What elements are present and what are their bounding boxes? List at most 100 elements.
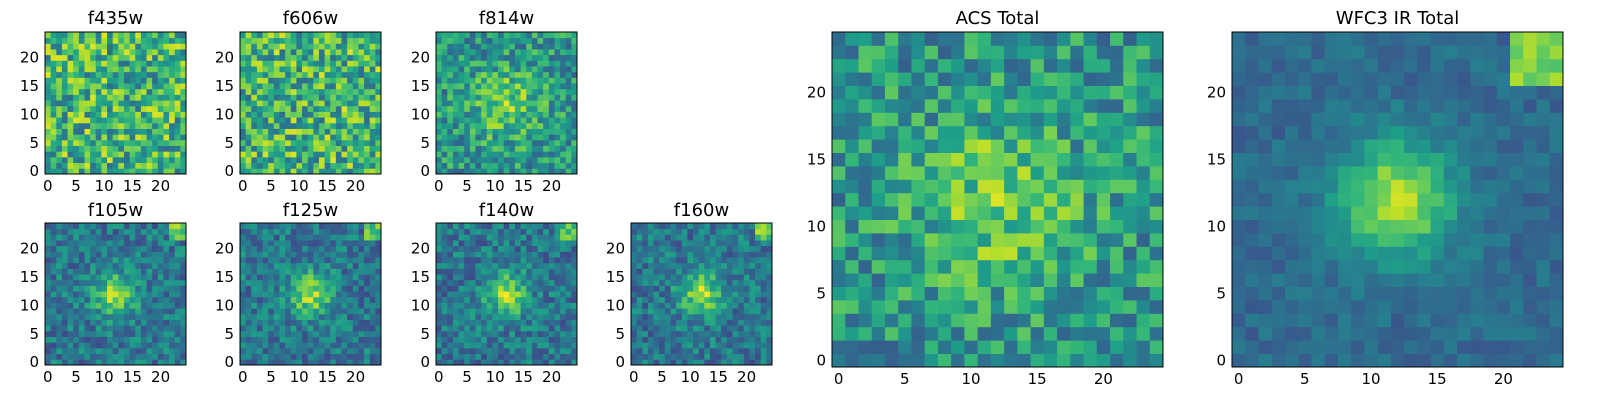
- heatmap-cell: [498, 302, 505, 309]
- heatmap-cell: [693, 319, 700, 326]
- heatmap-cell: [84, 234, 91, 241]
- heatmap-cell: [475, 77, 482, 84]
- heatmap-cell: [90, 145, 97, 152]
- heatmap-cell: [537, 71, 544, 78]
- heatmap-cell: [273, 43, 280, 50]
- heatmap-cell: [554, 302, 561, 309]
- heatmap-cell: [118, 342, 125, 349]
- heatmap-cell: [61, 32, 68, 39]
- heatmap-cell: [163, 43, 170, 50]
- heatmap-cell: [240, 291, 247, 298]
- heatmap-cell: [571, 77, 578, 84]
- heatmap-cell: [537, 117, 544, 124]
- heatmap-cell: [543, 251, 550, 258]
- heatmap-cell: [492, 302, 499, 309]
- heatmap-cell: [520, 145, 527, 152]
- heatmap-cell: [436, 330, 443, 337]
- heatmap-cell: [45, 296, 52, 303]
- heatmap-cell: [951, 152, 965, 167]
- heatmap-cell: [302, 313, 309, 320]
- heatmap-cell: [245, 296, 252, 303]
- heatmap-cell: [78, 105, 85, 112]
- heatmap-cell: [704, 330, 711, 337]
- heatmap-cell: [313, 43, 320, 50]
- heatmap-cell: [330, 313, 337, 320]
- heatmap-cell: [884, 139, 899, 153]
- heatmap-cell: [458, 122, 465, 129]
- heatmap-cell: [670, 347, 677, 355]
- heatmap-cell: [647, 279, 654, 286]
- heatmap-cell: [475, 128, 482, 135]
- heatmap-cell: [318, 60, 325, 67]
- heatmap-cell: [157, 156, 164, 164]
- heatmap-cell: [318, 296, 325, 303]
- heatmap-cell: [347, 285, 354, 292]
- heatmap-cell: [469, 353, 476, 360]
- heatmap-cell: [347, 71, 354, 78]
- heatmap-cell: [726, 302, 733, 309]
- heatmap-cell: [341, 325, 348, 332]
- heatmap-cell: [676, 325, 683, 332]
- y-tick-label: 15: [20, 77, 39, 95]
- heatmap-cell: [447, 145, 454, 152]
- heatmap-cell: [118, 83, 125, 90]
- heatmap-cell: [469, 240, 476, 247]
- heatmap-cell: [375, 262, 382, 269]
- heatmap-cell: [157, 223, 164, 230]
- heatmap-cell: [898, 125, 912, 140]
- heatmap-cell: [469, 325, 476, 332]
- heatmap-cell: [441, 54, 448, 61]
- heatmap-cell: [458, 319, 465, 326]
- heatmap-cell: [152, 336, 159, 343]
- heatmap-cell: [352, 54, 359, 61]
- heatmap-cell: [659, 279, 666, 286]
- heatmap-cell: [543, 296, 550, 303]
- heatmap-cell: [636, 257, 643, 264]
- heatmap-cell: [681, 223, 688, 230]
- x-axis-ticks: 0 5 10 15 20: [434, 368, 561, 386]
- heatmap-cell: [279, 66, 286, 73]
- heatmap-cell: [832, 85, 846, 100]
- heatmap-cell: [364, 268, 371, 275]
- heatmap-cell: [140, 325, 147, 332]
- heatmap-cell: [290, 66, 297, 73]
- heatmap-cell: [726, 245, 733, 252]
- heatmap-cell: [101, 308, 108, 315]
- heatmap-cell: [447, 262, 454, 269]
- heatmap-cell: [642, 268, 649, 275]
- heatmap-cell: [659, 313, 666, 320]
- heatmap-cell: [447, 77, 454, 84]
- heatmap-cell: [45, 336, 52, 343]
- heatmap-cell: [318, 151, 325, 158]
- heatmap-cell: [67, 71, 74, 78]
- heatmap-cell: [129, 88, 136, 95]
- heatmap-cell: [687, 347, 694, 355]
- heatmap-cell: [458, 49, 465, 56]
- heatmap-cell: [358, 156, 365, 164]
- heatmap-cell: [61, 347, 68, 355]
- heatmap-cell: [560, 156, 567, 164]
- heatmap-cell: [129, 162, 136, 169]
- heatmap-cell: [509, 156, 516, 164]
- heatmap-cell: [492, 347, 499, 355]
- heatmap-cell: [631, 279, 638, 286]
- heatmap-cell: [924, 313, 939, 328]
- heatmap-cell: [492, 251, 499, 258]
- heatmap-cell: [169, 257, 176, 264]
- heatmap-cell: [352, 234, 359, 241]
- heatmap-cell: [347, 49, 354, 56]
- heatmap-cell: [273, 94, 280, 101]
- heatmap-cell: [436, 325, 443, 332]
- heatmap-cell: [347, 302, 354, 309]
- heatmap-cell: [441, 257, 448, 264]
- heatmap-cell: [964, 259, 979, 274]
- heatmap-cell: [56, 223, 63, 230]
- heatmap-cell: [647, 223, 654, 230]
- heatmap-cell: [324, 37, 331, 44]
- heatmap-cell: [554, 32, 561, 39]
- heatmap-cell: [760, 359, 767, 366]
- heatmap-cell: [766, 302, 773, 309]
- heatmap-cell: [726, 313, 733, 320]
- heatmap-cell: [498, 83, 505, 90]
- heatmap-cell: [693, 234, 700, 241]
